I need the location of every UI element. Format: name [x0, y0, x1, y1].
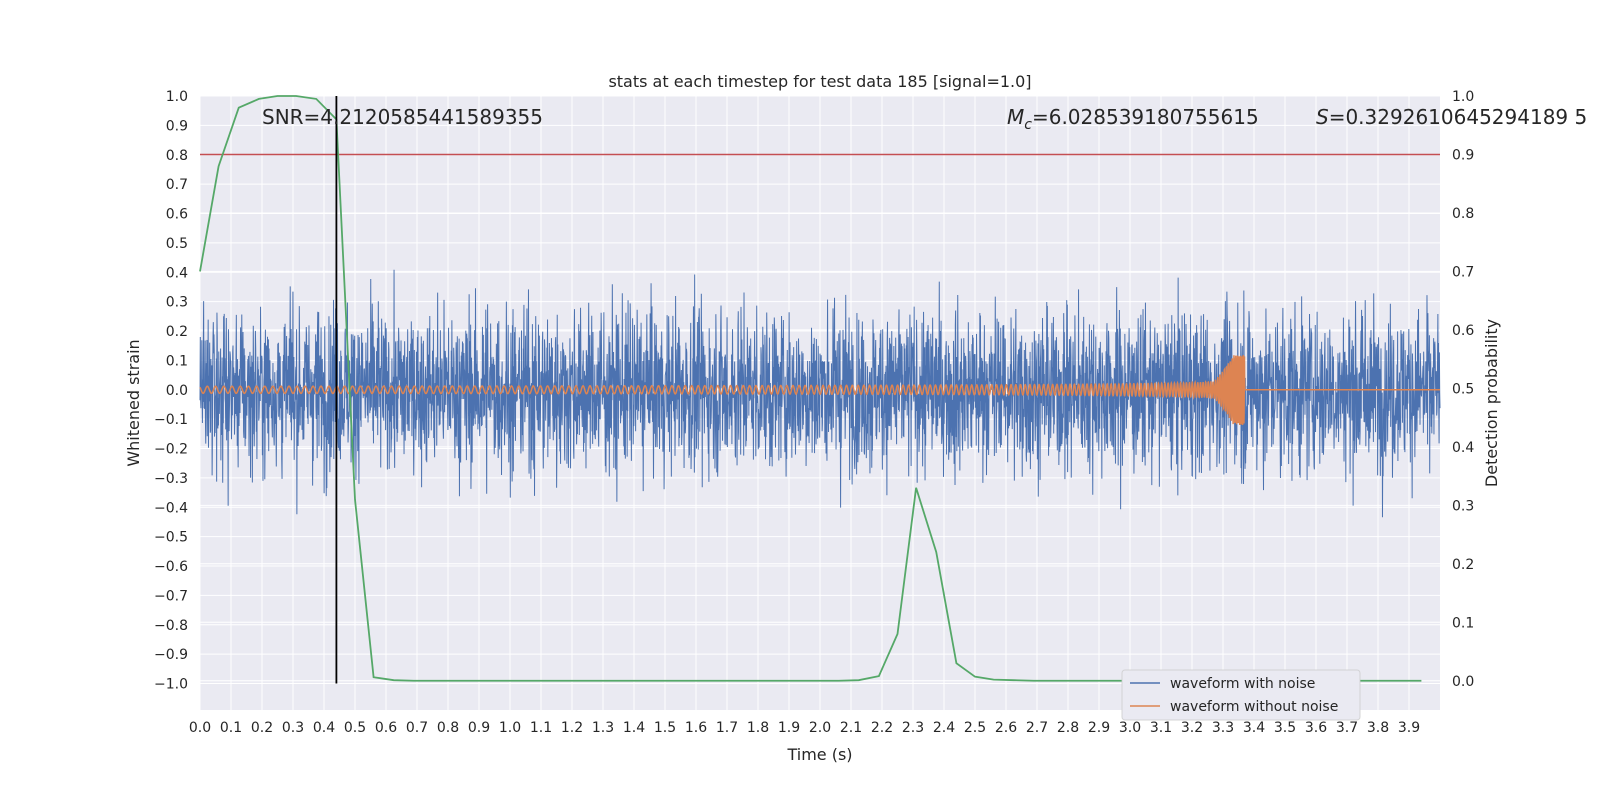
y-tick-label: −0.7	[154, 588, 188, 604]
clean-series	[199, 355, 1440, 426]
x-tick-label: 2.9	[1088, 720, 1110, 736]
x-tick-label: 0.7	[406, 720, 428, 736]
s-symbol: S	[1316, 105, 1329, 129]
x-tick-label: 2.3	[902, 720, 924, 736]
mc-subscript: c	[1024, 117, 1032, 133]
x-tick-label: 3.9	[1398, 720, 1420, 736]
x-tick-label: 1.8	[747, 720, 769, 736]
x-tick-label: 0.8	[437, 720, 459, 736]
x-tick-label: 3.5	[1274, 720, 1296, 736]
snr-annotation: SNR=4.2120585441589355	[262, 105, 543, 129]
x-tick-label: 1.0	[499, 720, 521, 736]
y-tick-label: 0.8	[166, 148, 188, 164]
x-tick-label: 3.2	[1181, 720, 1203, 736]
s-annotation: S=0.3292610645294189 5	[1316, 105, 1587, 129]
x-tick-label: 2.4	[933, 720, 955, 736]
legend: waveform with noise waveform without noi…	[1121, 669, 1361, 721]
y-tick-label: 0.6	[166, 207, 188, 223]
y-tick-label: 0.4	[166, 265, 188, 281]
x-tick-label: 1.4	[623, 720, 645, 736]
x-tick-label: 1.1	[530, 720, 552, 736]
x-tick-label: 0.0	[189, 720, 211, 736]
y2-tick-label: 0.9	[1452, 147, 1474, 163]
y-axis-label: Whitened strain	[124, 339, 143, 466]
x-tick-label: 3.1	[1150, 720, 1172, 736]
y-tick-labels: 1.0 0.9 0.8 0.7 0.6 0.5 0.4 0.3 0.2 0.1 0.0 −0.1 −0.…	[154, 89, 188, 693]
y2-tick-label: 1.0	[1452, 89, 1474, 105]
y-tick-label: 0.0	[166, 383, 188, 399]
x-tick-label: 0.4	[313, 720, 335, 736]
x-tick-label: 0.3	[282, 720, 304, 736]
x-tick-label: 2.0	[809, 720, 831, 736]
y-tick-label: 0.9	[166, 118, 188, 134]
x-tick-label: 2.1	[840, 720, 862, 736]
y-tick-label: −0.4	[154, 500, 188, 516]
x-tick-label: 0.1	[220, 720, 242, 736]
x-tick-label: 3.4	[1243, 720, 1265, 736]
x-tick-label: 3.8	[1367, 720, 1389, 736]
x-tick-label: 2.7	[1026, 720, 1048, 736]
y-tick-label: −1.0	[154, 677, 188, 693]
x-tick-label: 2.2	[871, 720, 893, 736]
x-tick-label: 2.5	[964, 720, 986, 736]
x-tick-label: 2.6	[995, 720, 1017, 736]
probability-series	[199, 95, 1422, 682]
x-tick-label: 3.6	[1305, 720, 1327, 736]
y2-tick-label: 0.4	[1452, 440, 1474, 456]
x-tick-label: 1.5	[654, 720, 676, 736]
y2-tick-label: 0.8	[1452, 206, 1474, 222]
y-tick-label: 0.3	[166, 295, 188, 311]
x-tick-label: 1.7	[716, 720, 738, 736]
s-value: =0.3292610645294189 5	[1329, 105, 1588, 129]
x-tick-label: 2.8	[1057, 720, 1079, 736]
y2-tick-label: 0.6	[1452, 323, 1474, 339]
mc-value: =6.028539180755615	[1032, 105, 1259, 129]
y-tick-label: 0.7	[166, 177, 188, 193]
y2-tick-labels: 1.0 0.9 0.8 0.7 0.6 0.5 0.4 0.3 0.2 0.1 0.0	[1452, 89, 1474, 690]
legend-box	[1121, 669, 1361, 721]
y-tick-label: −0.2	[154, 442, 188, 458]
y-tick-label: −0.3	[154, 471, 188, 487]
y2-tick-label: 0.3	[1452, 498, 1474, 514]
y-tick-label: −0.6	[154, 559, 188, 575]
x-tick-labels: 0.0 0.1 0.2 0.3 0.4 0.5 0.6 0.7 0.8 0.9 1.0 1.1 1.2 1…	[189, 720, 1420, 736]
legend-label-noise: waveform with noise	[1170, 676, 1315, 692]
x-tick-label: 1.9	[778, 720, 800, 736]
y2-tick-label: 0.7	[1452, 264, 1474, 280]
x-tick-label: 1.6	[685, 720, 707, 736]
y2-tick-label: 0.5	[1452, 381, 1474, 397]
x-axis-label: Time (s)	[786, 745, 852, 764]
y2-tick-label: 0.1	[1452, 615, 1474, 631]
x-tick-label: 0.9	[468, 720, 490, 736]
x-tick-label: 3.3	[1212, 720, 1234, 736]
mc-annotation: Mc=6.028539180755615	[1007, 105, 1259, 133]
y-tick-label: 0.2	[166, 324, 188, 340]
y2-tick-label: 0.2	[1452, 557, 1474, 573]
y-tick-label: −0.9	[154, 647, 188, 663]
x-tick-label: 1.2	[561, 720, 583, 736]
y2-axis-label: Detection probability	[1482, 319, 1501, 487]
x-tick-label: 0.6	[375, 720, 397, 736]
legend-label-clean: waveform without noise	[1170, 699, 1338, 715]
y-tick-label: 0.1	[166, 353, 188, 369]
y-tick-label: −0.8	[154, 618, 188, 634]
y-tick-label: 1.0	[166, 89, 188, 105]
probability-line	[199, 95, 1422, 682]
chart-title: stats at each timestep for test data 185…	[608, 72, 1031, 91]
x-tick-label: 0.5	[344, 720, 366, 736]
clean-line	[199, 355, 1440, 426]
x-tick-label: 3.0	[1119, 720, 1141, 736]
mc-symbol: M	[1007, 105, 1024, 129]
x-tick-label: 0.2	[251, 720, 273, 736]
y-tick-label: 0.5	[166, 236, 188, 252]
x-tick-label: 1.3	[592, 720, 614, 736]
y-tick-label: −0.1	[154, 412, 188, 428]
x-tick-label: 3.7	[1336, 720, 1358, 736]
y2-tick-label: 0.0	[1452, 674, 1474, 690]
y-tick-label: −0.5	[154, 530, 188, 546]
